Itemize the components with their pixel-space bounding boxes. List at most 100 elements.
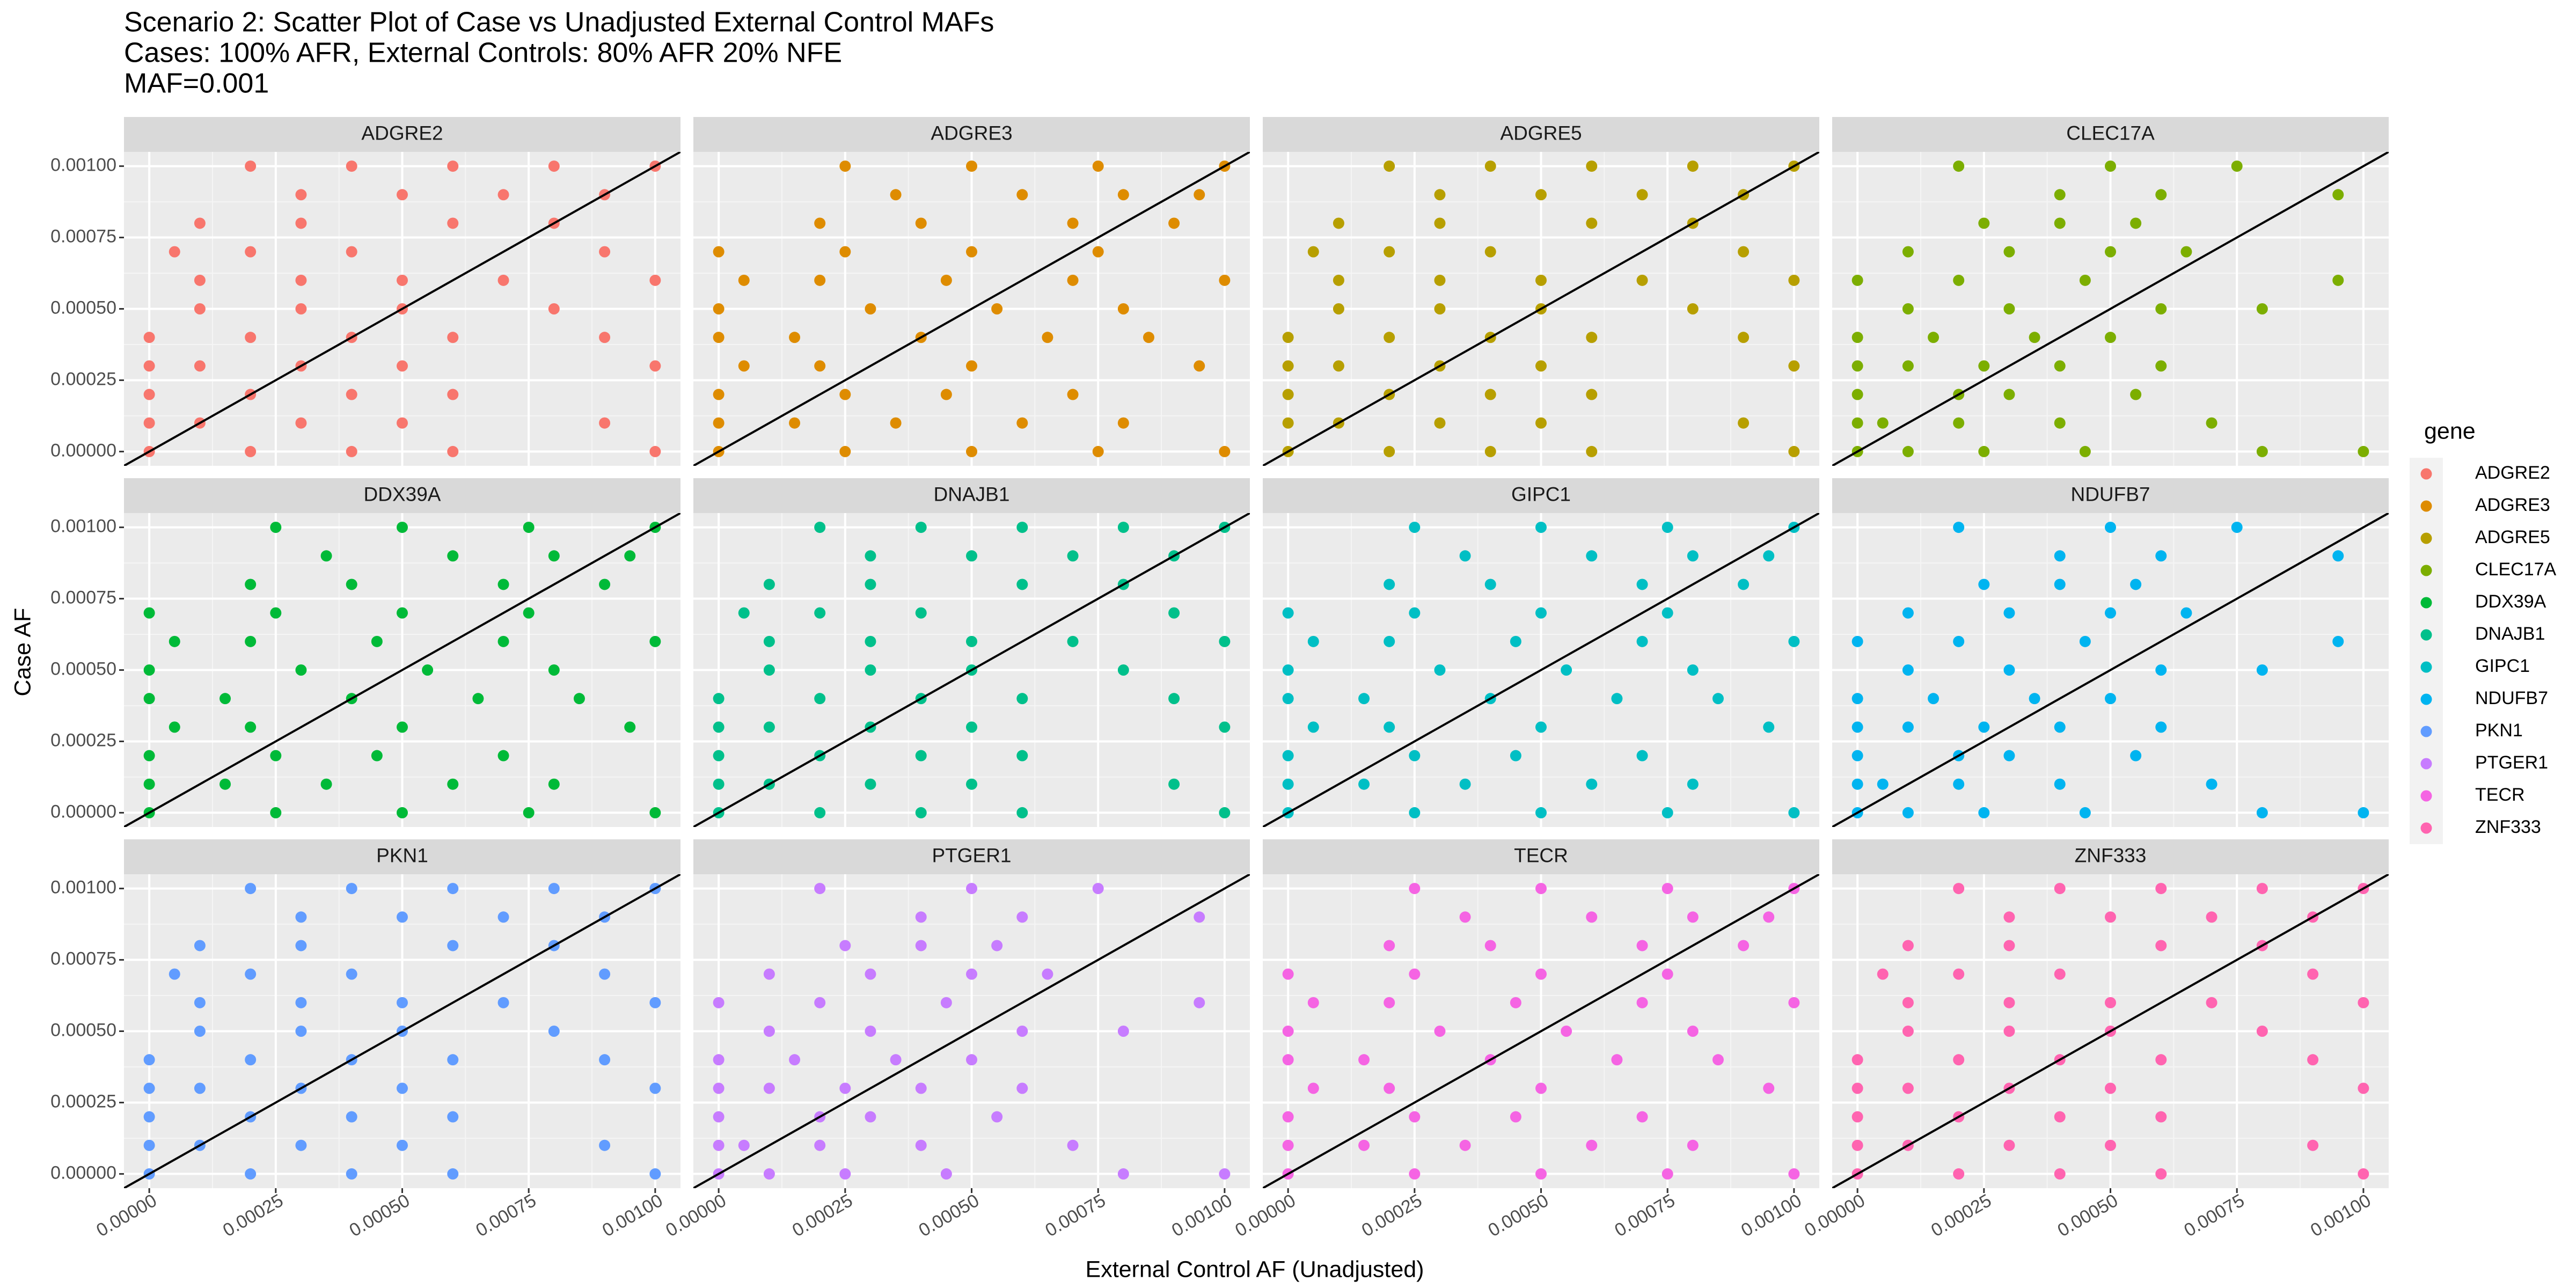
strip — [1832, 117, 2389, 152]
point — [346, 445, 357, 457]
point — [472, 693, 484, 705]
point — [1307, 635, 1319, 647]
point — [1434, 217, 1446, 229]
point — [2054, 1168, 2066, 1180]
point — [371, 750, 383, 762]
point — [649, 807, 661, 818]
strip — [124, 478, 680, 513]
point — [143, 360, 155, 372]
point — [2256, 883, 2268, 895]
identity-line — [1832, 513, 2389, 827]
point — [1434, 417, 1446, 429]
point — [1282, 664, 1294, 676]
point — [1687, 1026, 1699, 1037]
point — [1484, 940, 1496, 952]
point — [346, 883, 357, 895]
point — [523, 522, 535, 533]
x-tick-label: 0.00075 — [1611, 1190, 1678, 1241]
point — [1384, 635, 1395, 647]
point — [397, 1082, 408, 1094]
legend-swatch — [2420, 758, 2432, 770]
point — [1459, 778, 1471, 790]
panel — [124, 513, 680, 827]
point — [2105, 997, 2116, 1008]
y-tick-label: 0.00075 — [50, 949, 116, 969]
point — [2003, 303, 2015, 314]
point — [2180, 607, 2192, 619]
point — [219, 778, 231, 790]
point — [1535, 807, 1547, 818]
point — [1067, 274, 1079, 286]
x-tick-label: 0.00050 — [916, 1190, 983, 1241]
strip-label: ADGRE5 — [1500, 122, 1582, 144]
panel — [1263, 152, 1819, 466]
point — [940, 389, 952, 400]
point — [143, 778, 155, 790]
point — [763, 1168, 775, 1180]
point — [839, 389, 851, 400]
point — [295, 303, 307, 314]
identity-line — [693, 513, 1250, 827]
identity-line — [693, 874, 1250, 1188]
point — [1067, 635, 1079, 647]
point — [1877, 778, 1889, 790]
point — [245, 246, 257, 258]
point — [2155, 189, 2167, 201]
point — [2003, 246, 2015, 258]
point — [2231, 160, 2243, 172]
point — [169, 721, 180, 733]
point — [1092, 246, 1104, 258]
point — [966, 778, 977, 790]
point — [295, 1026, 307, 1037]
point — [2029, 693, 2040, 705]
point — [1358, 1054, 1370, 1066]
point — [1168, 607, 1180, 619]
point — [346, 246, 357, 258]
point — [1384, 579, 1395, 590]
point — [890, 189, 902, 201]
strip — [124, 839, 680, 874]
point — [966, 550, 977, 562]
x-tick-label: 0.00100 — [599, 1190, 666, 1241]
y-tick-label: 0.00100 — [50, 877, 116, 898]
point — [1409, 1168, 1421, 1180]
point — [865, 303, 876, 314]
point — [624, 721, 636, 733]
point — [1687, 160, 1699, 172]
point — [2105, 1139, 2116, 1151]
point — [649, 635, 661, 647]
point — [1535, 968, 1547, 980]
point — [219, 693, 231, 705]
point — [497, 274, 509, 286]
point — [1434, 664, 1446, 676]
point — [1763, 911, 1775, 923]
point — [295, 940, 307, 952]
point — [1384, 445, 1395, 457]
point — [1194, 911, 1205, 923]
point — [915, 750, 927, 762]
point — [2105, 1082, 2116, 1094]
point — [548, 1026, 560, 1037]
point — [2054, 778, 2066, 790]
point — [1788, 635, 1800, 647]
point — [1168, 693, 1180, 705]
point — [1763, 550, 1775, 562]
point — [1434, 274, 1446, 286]
point — [915, 807, 927, 818]
point — [194, 940, 206, 952]
point — [1953, 968, 1965, 980]
point — [1851, 1054, 1863, 1066]
point — [1219, 445, 1231, 457]
point — [1016, 807, 1028, 818]
strip — [1263, 839, 1819, 874]
legend-swatch — [2420, 822, 2432, 834]
panel — [1263, 874, 1819, 1188]
point — [1586, 911, 1598, 923]
point — [2256, 664, 2268, 676]
point — [1384, 1082, 1395, 1094]
point — [1851, 360, 1863, 372]
point — [1434, 189, 1446, 201]
point — [295, 911, 307, 923]
point — [1788, 360, 1800, 372]
point — [915, 217, 927, 229]
